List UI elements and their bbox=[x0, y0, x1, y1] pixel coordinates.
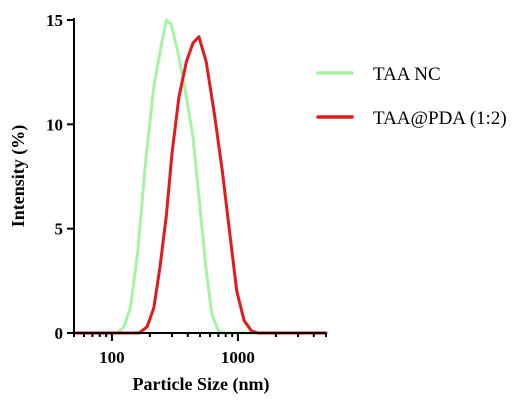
y-tick-label: 10 bbox=[46, 115, 63, 134]
legend: TAA NC TAA@PDA (1:2) bbox=[316, 64, 507, 129]
legend-label-1: TAA NC bbox=[373, 64, 441, 85]
axes: 0 5 10 15 100 1000 bbox=[46, 11, 327, 367]
x-axis-title: Particle Size (nm) bbox=[133, 374, 270, 395]
series-line-1 bbox=[72, 18, 328, 335]
x-tick-label: 100 bbox=[99, 348, 125, 367]
plot-area bbox=[72, 18, 328, 335]
y-axis-title: Intensity (%) bbox=[8, 125, 29, 228]
y-tick-label: 5 bbox=[55, 220, 64, 239]
legend-label-2: TAA@PDA (1:2) bbox=[373, 108, 507, 129]
x-tick-label: 1000 bbox=[221, 348, 255, 367]
y-tick-label: 0 bbox=[55, 324, 64, 343]
y-tick-label: 15 bbox=[46, 11, 63, 30]
series-line-2 bbox=[72, 35, 328, 335]
